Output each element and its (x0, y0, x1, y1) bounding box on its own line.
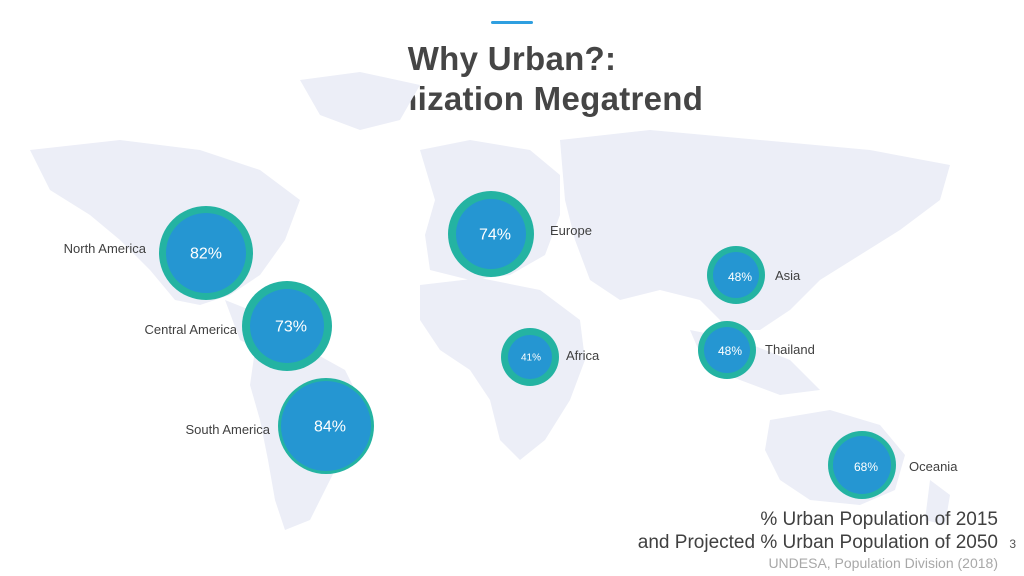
value-africa: 41% (521, 353, 541, 364)
label-europe: Europe (550, 223, 592, 238)
value-europe: 74% (479, 227, 511, 244)
title-accent-line (491, 21, 533, 24)
bubble-europe: 74% (448, 191, 534, 277)
label-south-america: South America (185, 422, 270, 437)
page-number: 3 (1009, 537, 1016, 551)
value-central-america: 73% (275, 319, 307, 336)
page-title-line-1: Why Urban?: (407, 40, 617, 77)
value-north-america: 82% (190, 246, 222, 263)
bubble-thailand: 48% (698, 321, 756, 379)
label-thailand: Thailand (765, 342, 815, 357)
bubble-asia: 48% (707, 246, 765, 304)
label-oceania: Oceania (909, 459, 958, 474)
value-oceania: 68% (854, 460, 878, 474)
bubble-south-america: 84% (278, 378, 374, 474)
label-north-america: North America (64, 241, 147, 256)
value-asia: 48% (728, 270, 752, 284)
label-africa: Africa (566, 348, 600, 363)
source-citation: UNDESA, Population Division (2018) (768, 555, 998, 571)
bubble-oceania: 68% (828, 431, 896, 499)
value-thailand: 48% (718, 344, 742, 358)
label-asia: Asia (775, 268, 801, 283)
label-central-america: Central America (145, 322, 238, 337)
bubble-africa: 41% (501, 328, 559, 386)
bubble-north-america: 82% (159, 206, 253, 300)
world-map-landmasses (30, 72, 950, 530)
legend-line-1: % Urban Population of 2015 (760, 509, 998, 530)
bubble-central-america: 73% (242, 281, 332, 371)
value-south-america: 84% (314, 419, 346, 436)
legend-line-2: and Projected % Urban Population of 2050 (637, 532, 998, 553)
